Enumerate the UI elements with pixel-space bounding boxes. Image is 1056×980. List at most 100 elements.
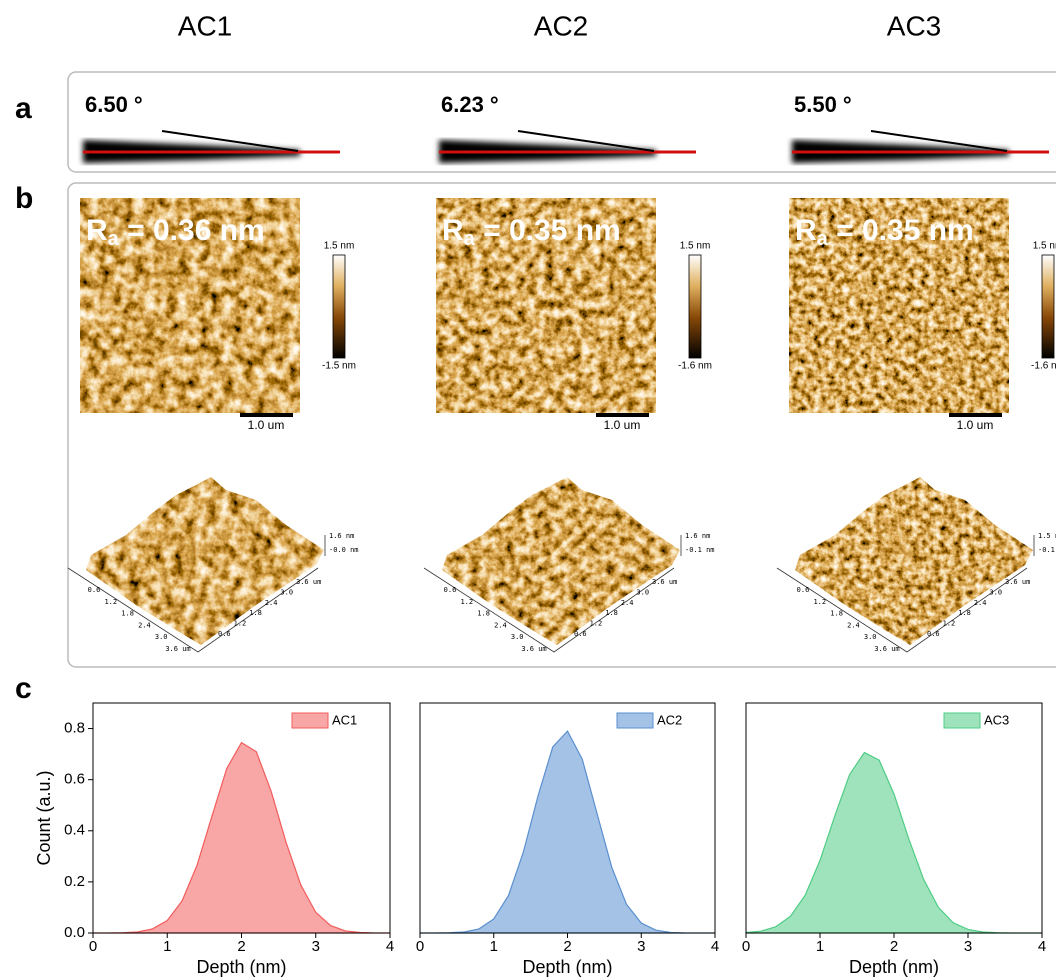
column: AC2 6.23 ° Ra = 0.35 nm 1.5 nm -1.6 nm 1.0 um… bbox=[423, 10, 715, 653]
axis-3d-tick: 3.0 bbox=[155, 633, 168, 641]
panel-a-frame bbox=[67, 71, 1056, 173]
panel-b-frame bbox=[67, 182, 1056, 668]
axis-3d bbox=[67, 567, 319, 653]
colorbar-max: 1.5 nm bbox=[324, 241, 355, 252]
colorbar bbox=[688, 254, 702, 359]
y-tick-label: 0.4 bbox=[64, 822, 85, 839]
z-max: 1.6 nm bbox=[329, 532, 354, 540]
x-tick-label: 2 bbox=[563, 938, 571, 955]
colorbar-min: -1.6 nm bbox=[1031, 361, 1056, 372]
axis-3d-tick: 0.6 bbox=[88, 586, 101, 594]
legend-label: AC1 bbox=[332, 712, 357, 727]
axis-3d-tick: 0.6 bbox=[574, 630, 587, 638]
ra-subscript: a bbox=[108, 228, 120, 250]
colorbar bbox=[1041, 254, 1055, 359]
axis-3d-tick: 2.4 bbox=[138, 621, 151, 629]
ra-symbol: R bbox=[86, 214, 108, 247]
column: AC3 5.50 ° Ra = 0.35 nm 1.5 nm -1.6 nm 1.0 um… bbox=[776, 10, 1056, 653]
roughness-label: Ra = 0.35 nm bbox=[795, 214, 974, 250]
legend-label: AC3 bbox=[984, 712, 1009, 727]
axis-3d-tick: 0.6 bbox=[218, 630, 231, 638]
surface bbox=[86, 477, 324, 645]
axis-3d-tick: 3.6 um bbox=[652, 578, 677, 586]
ra-value: = 0.36 nm bbox=[119, 214, 265, 247]
legend-swatch bbox=[943, 712, 981, 729]
legend-swatch bbox=[616, 712, 654, 729]
afm-image bbox=[789, 198, 1009, 413]
axis-3d-tick: 1.8 bbox=[249, 609, 262, 617]
axis-3d-tick: 1.2 bbox=[460, 598, 473, 606]
y-tick-label: 0.8 bbox=[64, 720, 85, 737]
contact-angle: 5.50 ° bbox=[794, 92, 852, 117]
x-tick-label: 2 bbox=[237, 938, 245, 955]
x-tick-label: 3 bbox=[637, 938, 645, 955]
axis-3d bbox=[423, 567, 675, 653]
axis-3d-tick: 2.4 bbox=[265, 599, 278, 607]
ra-symbol: R bbox=[795, 214, 817, 247]
colorbar-min: -1.5 nm bbox=[322, 361, 356, 372]
histogram-area bbox=[93, 741, 390, 934]
surface bbox=[442, 477, 680, 645]
histograms: 0 1 2 3 4 0.0 0.2 0.4 0.6 0.8 Depth (nm) Count (a.u… bbox=[34, 702, 1046, 977]
column-title: AC1 bbox=[178, 10, 232, 41]
axis-3d-tick: 3.0 bbox=[280, 588, 293, 596]
axis-3d-tick: 3.6 um bbox=[874, 645, 899, 653]
afm-image bbox=[436, 198, 656, 413]
axis-3d-tick: 3.0 bbox=[989, 588, 1002, 596]
y-tick-label: 0.6 bbox=[64, 771, 85, 788]
contact-angle: 6.23 ° bbox=[441, 92, 499, 117]
z-mid: -0.1 nm bbox=[1038, 546, 1056, 554]
axis-3d-tick: 3.0 bbox=[864, 633, 877, 641]
axis-3d-tick: 3.6 um bbox=[1005, 578, 1030, 586]
x-tick-label: 1 bbox=[490, 938, 498, 955]
axis-3d-tick: 1.8 bbox=[830, 610, 843, 618]
x-tick-label: 4 bbox=[1038, 938, 1046, 955]
ra-value: = 0.35 nm bbox=[475, 214, 621, 247]
afm-3d bbox=[86, 477, 324, 645]
y-axis-label: Count (a.u.) bbox=[34, 770, 54, 865]
column-title: AC2 bbox=[534, 10, 588, 41]
legend-label: AC2 bbox=[657, 712, 682, 727]
z-mid: -0.1 nm bbox=[685, 546, 715, 554]
x-tick-label: 2 bbox=[890, 938, 898, 955]
tangent bbox=[517, 130, 655, 152]
x-axis-label: Depth (nm) bbox=[522, 957, 612, 977]
axis-3d-tick: 1.2 bbox=[590, 620, 603, 628]
afm-3d bbox=[442, 477, 680, 645]
x-tick-label: 3 bbox=[964, 938, 972, 955]
axis-3d-tick: 1.8 bbox=[605, 609, 618, 617]
axis-3d-tick: 3.6 um bbox=[296, 578, 321, 586]
afm-image bbox=[80, 198, 300, 413]
roughness-label: Ra = 0.36 nm bbox=[86, 214, 265, 250]
x-tick-label: 3 bbox=[312, 938, 320, 955]
axis-3d-tick: 1.2 bbox=[813, 598, 826, 606]
ra-subscript: a bbox=[464, 228, 476, 250]
x-axis-label: Depth (nm) bbox=[196, 957, 286, 977]
axis-3d-tick: 1.2 bbox=[943, 620, 956, 628]
tangent bbox=[870, 130, 1008, 152]
axis-3d-tick: 1.8 bbox=[121, 610, 134, 618]
column-title: AC3 bbox=[887, 10, 941, 41]
scale-bar-label: 1.0 um bbox=[604, 418, 641, 432]
x-tick-label: 4 bbox=[711, 938, 719, 955]
panel-label: a bbox=[15, 92, 32, 125]
histogram: 0 1 2 3 4 Depth (nm) AC2 bbox=[416, 702, 719, 977]
surface bbox=[795, 477, 1033, 645]
y-tick-label: 0.0 bbox=[64, 924, 85, 941]
colorbar-min: -1.6 nm bbox=[678, 361, 712, 372]
axis-3d-tick: 0.6 bbox=[797, 586, 810, 594]
y-tick-label: 0.2 bbox=[64, 873, 85, 890]
panel-label: c bbox=[15, 672, 32, 705]
colorbar-max: 1.5 nm bbox=[1033, 241, 1056, 252]
columns: AC1 6.50 ° Ra = 0.36 nm 1.5 nm -1.5 nm 1.0 um… bbox=[67, 10, 1056, 653]
z-max: 1.6 nm bbox=[685, 532, 710, 540]
axis-3d-tick: 3.0 bbox=[511, 633, 524, 641]
x-axis-label: Depth (nm) bbox=[849, 957, 939, 977]
axis-3d-tick: 0.6 bbox=[444, 586, 457, 594]
scale-bar-label: 1.0 um bbox=[248, 418, 285, 432]
legend-swatch bbox=[291, 712, 329, 729]
column: AC1 6.50 ° Ra = 0.36 nm 1.5 nm -1.5 nm 1.0 um… bbox=[67, 10, 359, 653]
axis-3d bbox=[776, 567, 1028, 653]
x-tick-label: 0 bbox=[742, 938, 750, 955]
